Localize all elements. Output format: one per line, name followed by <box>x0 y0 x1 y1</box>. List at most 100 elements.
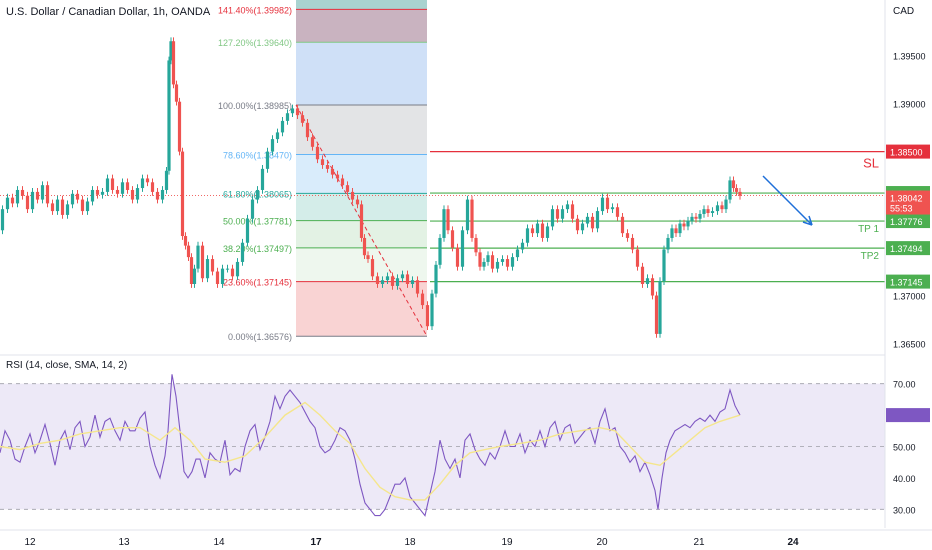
fib-label-8: 0.00%(1.36576) <box>228 332 292 342</box>
candle-body <box>630 237 635 250</box>
time-tick-label: 17 <box>310 537 322 548</box>
candle-body <box>474 237 478 253</box>
candle-body <box>340 178 345 186</box>
candle-body <box>434 264 438 294</box>
candle-body <box>0 209 5 231</box>
candle-body <box>245 218 250 243</box>
candle-body <box>160 189 165 200</box>
candle-body <box>100 191 105 195</box>
trade-arrow-head <box>802 215 813 226</box>
candle-body <box>55 199 60 212</box>
candle-body <box>186 245 191 258</box>
candle-body <box>520 242 525 250</box>
trade-arrow <box>762 175 813 226</box>
candle-body <box>650 278 655 296</box>
candle-body <box>510 257 515 267</box>
candle-body <box>415 280 420 294</box>
candle-body <box>330 168 335 175</box>
candle-body <box>482 261 486 267</box>
time-tick-label: 13 <box>118 537 130 548</box>
price-tick-label: 1.39500 <box>893 52 926 62</box>
candle-body <box>380 280 385 284</box>
candle-body <box>698 213 702 219</box>
candle-body <box>145 178 150 183</box>
candle-body <box>410 280 415 284</box>
candle-body <box>355 199 360 205</box>
candle-body <box>180 151 185 237</box>
candle-body <box>495 261 500 269</box>
candle-body <box>731 180 736 189</box>
candle-body <box>350 191 355 200</box>
candle-body <box>174 84 179 102</box>
candle-body <box>183 236 188 246</box>
rsi-title: RSI (14, close, SMA, 14, 2) <box>6 360 128 371</box>
candle-body <box>425 305 430 327</box>
candle-body <box>135 188 140 200</box>
candle-body <box>715 205 720 212</box>
candle-body <box>40 185 45 200</box>
countdown-label: 55:53 <box>890 204 913 214</box>
fib-label-0: 141.40%(1.39982) <box>218 5 292 15</box>
candle-body <box>215 271 220 284</box>
candle-body <box>645 278 650 284</box>
candle-body <box>315 146 320 160</box>
candle-body <box>734 188 739 192</box>
candle-body <box>486 255 490 262</box>
candle-body <box>60 199 65 215</box>
time-tick-label: 12 <box>24 537 36 548</box>
candle-body <box>460 230 465 267</box>
candle-body <box>335 174 340 179</box>
candle-body <box>535 223 540 234</box>
candle-body <box>150 182 155 192</box>
candle-body <box>110 178 115 190</box>
candle-body <box>90 189 95 202</box>
candle-body <box>682 223 686 227</box>
candle-body <box>240 242 245 262</box>
candle-body <box>130 189 135 200</box>
candle-body <box>430 293 434 327</box>
candle-body <box>164 170 169 190</box>
candle-body <box>575 218 580 231</box>
candle-body <box>192 268 197 284</box>
candle-body <box>10 197 15 204</box>
candle-body <box>442 209 446 238</box>
candle-body <box>275 132 280 140</box>
candle-body <box>720 205 724 210</box>
candle-body <box>70 193 75 205</box>
candle-body <box>590 216 595 229</box>
candle-body <box>724 199 728 210</box>
rsi-ma-line <box>0 401 741 501</box>
price-axis-label-bg <box>886 214 930 229</box>
currency-label: CAD <box>893 6 915 17</box>
candle-body <box>295 108 300 116</box>
candle-body <box>405 274 410 284</box>
candle-body <box>285 113 290 121</box>
price-tick-label: 1.37000 <box>893 292 926 302</box>
candle-body <box>5 197 10 210</box>
price-axis-label-bg <box>886 241 930 256</box>
candle-body <box>686 220 690 227</box>
candle-body <box>320 159 325 166</box>
rsi-tick-label: 70.00 <box>893 380 916 390</box>
candle-body <box>210 259 215 272</box>
candle-body <box>470 199 474 238</box>
candle-body <box>30 191 35 210</box>
rsi-pane <box>0 374 885 517</box>
candle-body <box>420 293 425 306</box>
candle-body <box>115 189 120 194</box>
candle-body <box>478 252 482 267</box>
price-axis-label: 1.37776 <box>890 217 923 227</box>
fib-zone-2 <box>296 42 427 106</box>
rsi-tick-label: 50.00 <box>893 443 916 453</box>
candle-body <box>155 191 160 200</box>
fib-zone-4 <box>296 154 427 194</box>
candle-body <box>375 276 380 284</box>
candle-body <box>177 101 182 152</box>
candle-body <box>366 255 370 260</box>
candle-body <box>662 249 666 282</box>
candle-body <box>670 228 674 238</box>
candle-body <box>455 247 460 267</box>
candle-body <box>310 137 315 147</box>
